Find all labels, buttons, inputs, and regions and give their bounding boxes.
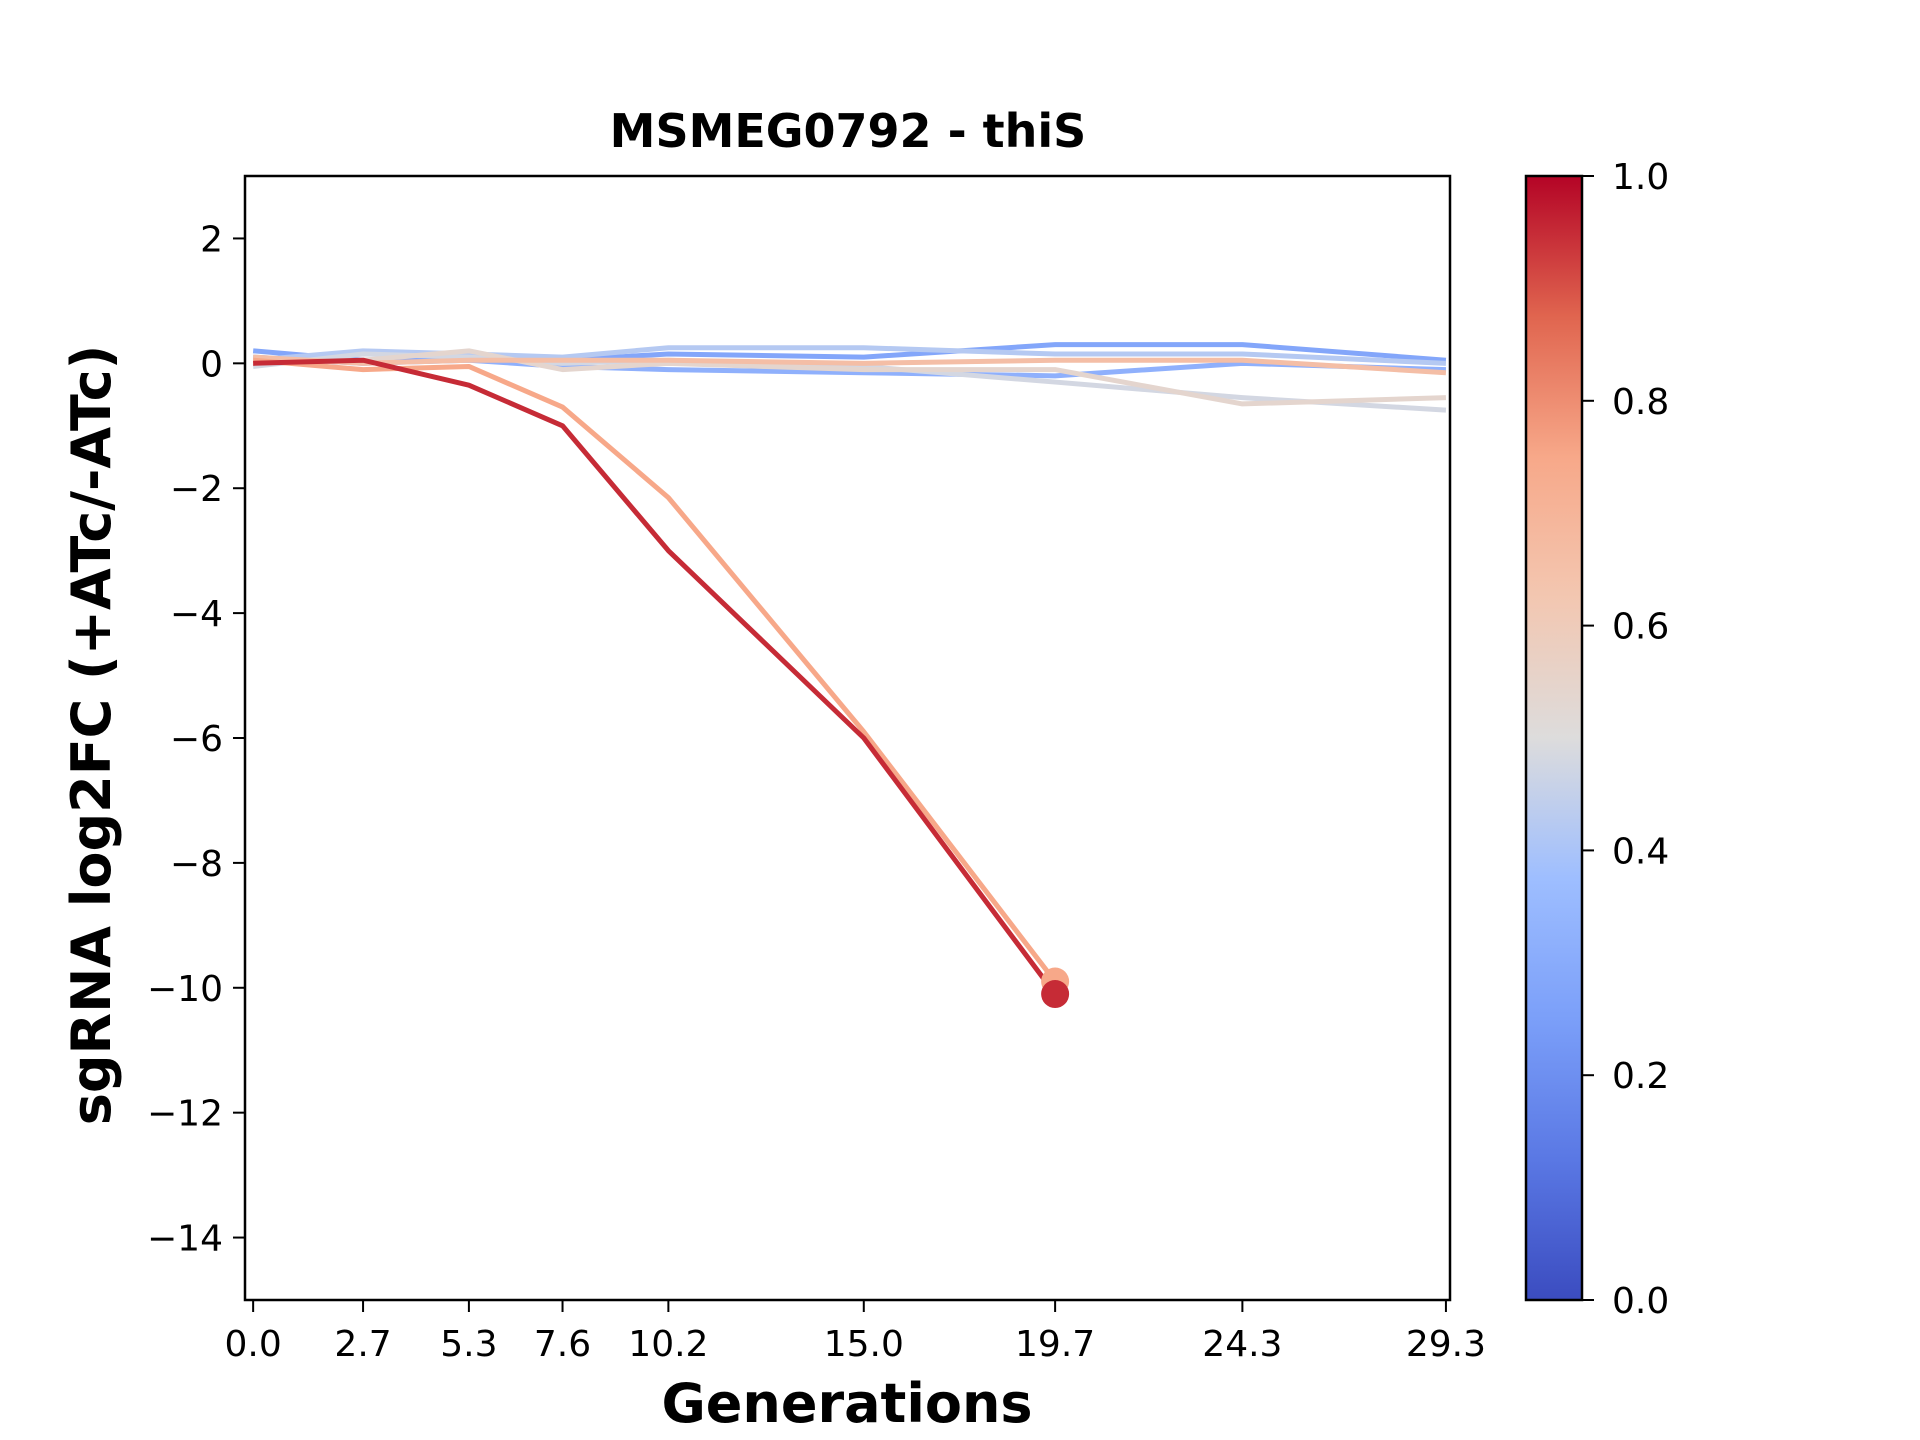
x-tick-label: 5.3 — [440, 1324, 497, 1365]
x-tick-label: 0.0 — [225, 1324, 282, 1365]
x-axis-label: Generations — [661, 1372, 1032, 1435]
series-line-7 — [252, 357, 1058, 984]
x-tick-label: 19.7 — [1015, 1324, 1095, 1365]
y-tick-label: 2 — [200, 219, 223, 260]
x-tick-label: 2.7 — [334, 1324, 391, 1365]
series-line-5 — [253, 348, 1447, 407]
y-tick-label: −12 — [147, 1094, 223, 1135]
colorbar — [1524, 174, 1584, 1302]
x-tick-label: 7.6 — [534, 1324, 591, 1365]
x-tick-label: 24.3 — [1202, 1324, 1282, 1365]
series-end-markers — [1041, 967, 1070, 1009]
y-tick-label: −2 — [170, 469, 223, 510]
colorbar-tick-label: 1.0 — [1612, 157, 1669, 198]
colorbar-tick-label: 0.2 — [1612, 1056, 1669, 1097]
x-tick-label: 15.0 — [824, 1324, 904, 1365]
x-axis-ticks: 0.0 2.7 5.3 7.6 10.2 15.0 19.7 24.3 29.3 — [225, 1300, 1486, 1365]
colorbar-tick-label: 0.8 — [1612, 382, 1669, 423]
y-axis-ticks: 2 0 −2 −4 −6 −8 −10 −12 −14 — [147, 219, 245, 1260]
colorbar-tick-label: 0.4 — [1612, 831, 1669, 872]
y-axis-label: sgRNA log2FC (+ATc/-ATc) — [60, 345, 123, 1126]
series-lines — [252, 342, 1447, 996]
colorbar-ticks: 0.0 0.2 0.4 0.6 0.8 1.0 — [1582, 157, 1669, 1322]
series-line-3 — [252, 345, 1447, 366]
series-end-marker-8 — [1041, 980, 1070, 1009]
colorbar-tick-label: 0.0 — [1612, 1281, 1669, 1322]
y-tick-label: −6 — [170, 719, 223, 760]
y-tick-label: −8 — [170, 844, 223, 885]
y-tick-label: −14 — [147, 1219, 223, 1260]
y-tick-label: −4 — [170, 594, 223, 635]
x-tick-label: 10.2 — [628, 1324, 708, 1365]
x-tick-label: 29.3 — [1406, 1324, 1486, 1365]
series-line-6 — [253, 354, 1447, 376]
y-tick-label: 0 — [200, 344, 223, 385]
series-line-8 — [253, 357, 1058, 996]
y-tick-label: −10 — [147, 969, 223, 1010]
chart-title: MSMEG0792 - thiS — [610, 104, 1087, 158]
colorbar-tick-label: 0.6 — [1612, 607, 1669, 648]
